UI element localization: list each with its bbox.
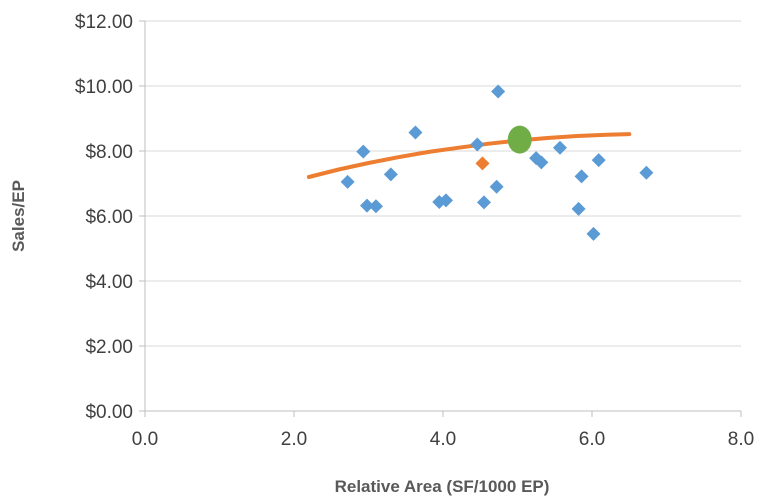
y-tick-label: $12.00: [75, 12, 133, 33]
data-point: [489, 179, 504, 194]
x-tick-label: 6.0: [579, 429, 605, 450]
y-tick-label: $10.00: [75, 77, 133, 98]
data-points: [340, 84, 654, 241]
data-point: [360, 198, 375, 213]
y-tick-labels: $0.00 $2.00 $4.00 $6.00 $8.00 $10.00 $12.00: [75, 12, 133, 423]
data-point: [552, 140, 567, 155]
data-point: [639, 165, 654, 180]
data-point: [574, 169, 589, 184]
data-point: [475, 156, 490, 171]
data-point: [491, 84, 506, 99]
data-point: [368, 199, 383, 214]
grid-lines: [145, 20, 741, 347]
x-axis-title: Relative Area (SF/1000 EP): [335, 477, 550, 496]
data-point: [356, 144, 371, 159]
x-tick-label: 8.0: [728, 429, 754, 450]
data-point: [571, 201, 586, 216]
data-point: [470, 137, 485, 152]
data-point: [408, 125, 423, 140]
highlight-point: [507, 125, 532, 154]
x-tick-label: 2.0: [281, 429, 307, 450]
y-tick-label: $2.00: [85, 337, 133, 358]
data-point: [476, 195, 491, 210]
data-point: [534, 155, 549, 170]
x-tick-label: 4.0: [430, 429, 456, 450]
data-point: [383, 167, 398, 182]
x-tick-label: 0.0: [132, 429, 158, 450]
y-tick-label: $6.00: [85, 207, 133, 228]
y-tick-label: $8.00: [85, 142, 133, 163]
data-point: [438, 193, 453, 208]
data-point: [586, 226, 601, 241]
axes: [139, 20, 742, 417]
data-point: [591, 153, 606, 168]
y-tick-label: $0.00: [85, 402, 133, 423]
x-tick-labels: 0.0 2.0 4.0 6.0 8.0: [132, 429, 754, 450]
data-point: [340, 174, 355, 189]
y-tick-label: $4.00: [85, 272, 133, 293]
y-axis-title: Sales/EP: [9, 180, 28, 252]
